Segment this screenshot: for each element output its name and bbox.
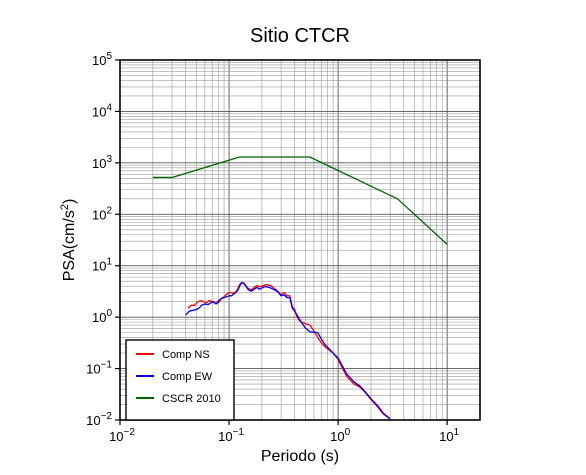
y-tick-label: 103 bbox=[92, 154, 112, 171]
y-tick-label: 100 bbox=[92, 308, 112, 325]
x-tick-label-exp: 0 bbox=[345, 427, 351, 438]
y-tick-label: 105 bbox=[92, 51, 112, 68]
x-tick-label-base: 10 bbox=[439, 429, 453, 444]
x-tick-label: 100 bbox=[330, 427, 350, 444]
y-tick-label-exp: 5 bbox=[106, 51, 112, 62]
plot-frame bbox=[115, 59, 481, 425]
x-tick-label-exp: 1 bbox=[454, 427, 460, 438]
y-tick-label-exp: 4 bbox=[106, 102, 112, 113]
y-tick-label-base: 10 bbox=[92, 207, 106, 222]
y-tick-label-exp: −2 bbox=[101, 411, 113, 422]
y-tick-label: 102 bbox=[92, 205, 112, 222]
x-tick-label-exp: −2 bbox=[124, 427, 136, 438]
y-tick-label-base: 10 bbox=[92, 310, 106, 325]
x-tick-label: 10−2 bbox=[109, 427, 135, 444]
y-tick-label-base: 10 bbox=[86, 413, 100, 428]
x-axis-label: Periodo (s) bbox=[261, 448, 339, 465]
legend-label: Comp NS bbox=[162, 349, 210, 361]
y-tick-label-base: 10 bbox=[92, 156, 106, 171]
legend-label: Comp EW bbox=[162, 371, 213, 383]
x-tick-label-exp: −1 bbox=[233, 427, 245, 438]
y-tick-label-exp: 0 bbox=[106, 308, 112, 319]
y-tick-label-base: 10 bbox=[92, 104, 106, 119]
y-tick-label: 10−1 bbox=[86, 360, 112, 377]
y-tick-label-base: 10 bbox=[92, 259, 106, 274]
y-tick-label: 10−2 bbox=[86, 411, 112, 428]
grid bbox=[119, 59, 481, 421]
y-tick-label-exp: 2 bbox=[106, 205, 112, 216]
y-axis-label-tail: ) bbox=[61, 199, 78, 204]
series-line-comp-ew bbox=[185, 281, 391, 420]
y-tick-label-exp: 3 bbox=[106, 154, 112, 165]
series-line-cscr-2010 bbox=[152, 156, 448, 245]
legend: Comp NS Comp EW CSCR 2010 bbox=[125, 339, 235, 421]
x-tick-label-base: 10 bbox=[330, 429, 344, 444]
x-tick-label: 101 bbox=[439, 427, 459, 444]
series-layer bbox=[152, 156, 448, 420]
plot-border bbox=[119, 59, 481, 421]
legend-label: CSCR 2010 bbox=[162, 393, 221, 405]
x-tick-label-base: 10 bbox=[218, 429, 232, 444]
y-axis-label-superscript: 2 bbox=[59, 204, 71, 210]
y-axis-label-base: PSA(cm/s bbox=[61, 210, 78, 281]
y-tick-label-base: 10 bbox=[92, 53, 106, 68]
y-tick-label-exp: 1 bbox=[106, 257, 112, 268]
y-axis-label: PSA(cm/s2) bbox=[59, 199, 78, 282]
x-tick-label-base: 10 bbox=[109, 429, 123, 444]
y-tick-label-base: 10 bbox=[86, 362, 100, 377]
y-tick-label: 101 bbox=[92, 257, 112, 274]
x-tick-label: 10−1 bbox=[218, 427, 244, 444]
y-tick-label-exp: −1 bbox=[101, 360, 113, 371]
y-tick-label: 104 bbox=[92, 102, 112, 119]
chart-title: Sitio CTCR bbox=[250, 25, 350, 47]
